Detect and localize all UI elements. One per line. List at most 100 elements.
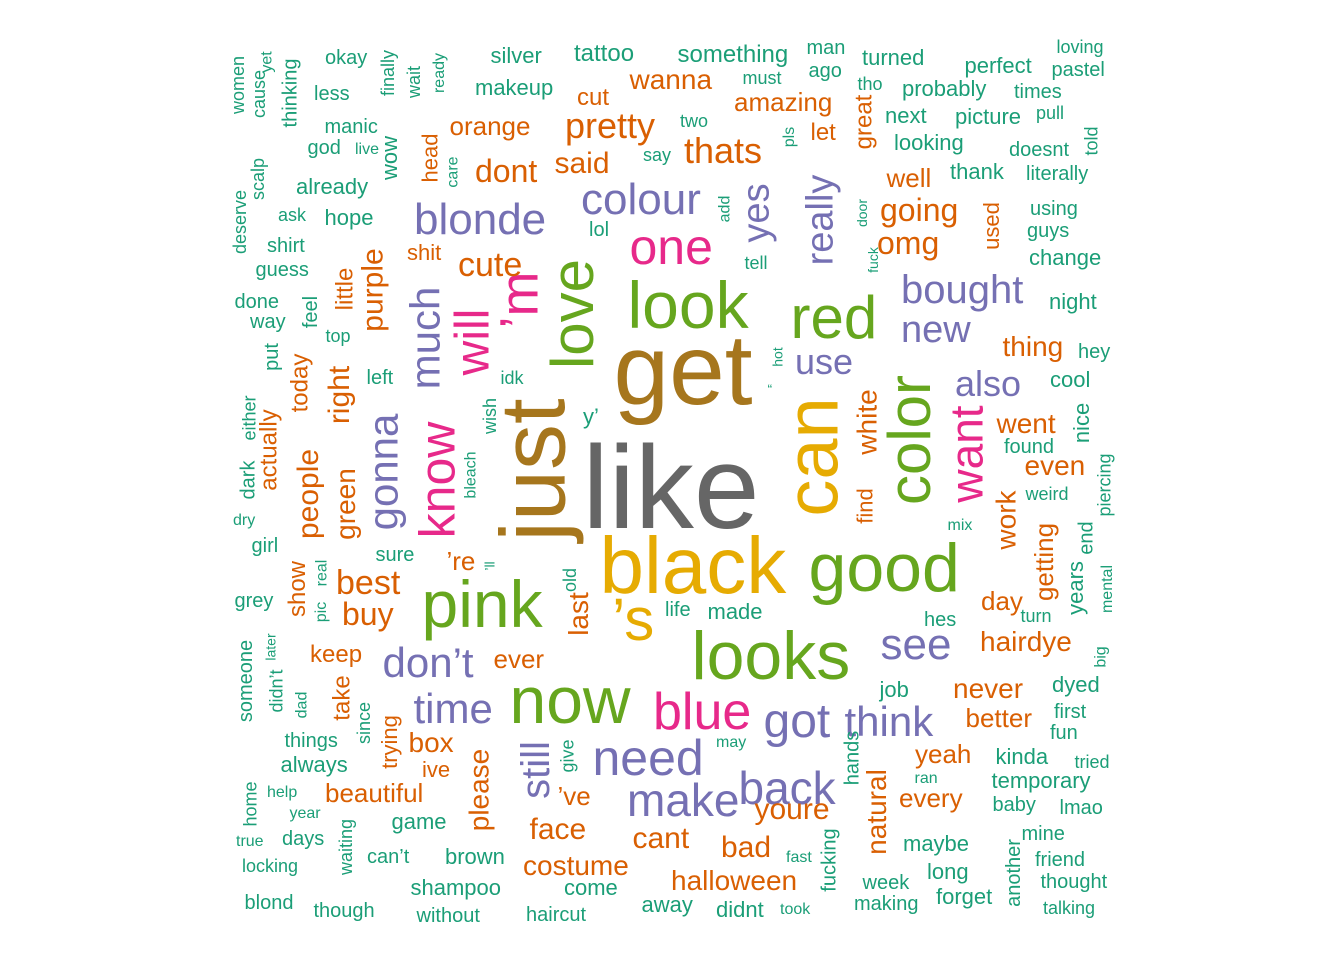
cloud-word: later	[262, 633, 279, 661]
cloud-word: told	[1081, 126, 1102, 156]
cloud-word: don’t	[382, 639, 474, 686]
cloud-word: maybe	[903, 831, 970, 856]
cloud-word: take	[328, 675, 356, 721]
cloud-word: temporary	[991, 768, 1091, 793]
cloud-word: something	[677, 41, 789, 68]
cloud-word: picture	[955, 104, 1022, 129]
cloud-word: put	[260, 343, 283, 371]
cloud-word: someone	[235, 639, 258, 723]
cloud-word: just	[482, 398, 585, 542]
cloud-word: can’t	[367, 846, 410, 868]
cloud-word: job	[879, 677, 909, 702]
cloud-word: every	[899, 783, 963, 813]
cloud-word: hey	[1078, 341, 1111, 363]
cloud-word: make	[627, 774, 740, 826]
cloud-word: tattoo	[574, 40, 635, 67]
cloud-word: pretty	[565, 105, 656, 146]
cloud-word: makeup	[475, 75, 554, 100]
cloud-word: tell	[744, 253, 768, 273]
cloud-word: god	[307, 137, 341, 159]
cloud-word: life	[665, 599, 691, 621]
cloud-word: want	[940, 405, 993, 503]
cloud-word: week	[862, 872, 910, 894]
cloud-word: people	[292, 448, 326, 540]
cloud-word: cant	[632, 822, 690, 855]
cloud-word: night	[1049, 289, 1097, 314]
cloud-word: turn	[1020, 606, 1052, 626]
cloud-word: finally	[378, 49, 399, 97]
cloud-word: ’s	[612, 586, 655, 653]
cloud-word: back	[738, 762, 836, 814]
cloud-word: didn’t	[266, 669, 287, 713]
cloud-word: times	[1014, 81, 1062, 103]
cloud-word: omg	[877, 225, 940, 261]
cloud-word: wanna	[629, 64, 713, 95]
cloud-word: ive	[422, 757, 451, 782]
cloud-word: work	[990, 490, 1022, 550]
cloud-word: bad	[721, 831, 772, 864]
cloud-word: baby	[992, 794, 1036, 816]
cloud-word: now	[509, 663, 631, 737]
cloud-word: yeah	[915, 739, 972, 769]
cloud-word: actually	[255, 409, 283, 491]
cloud-word: good	[808, 530, 960, 606]
cloud-word: see	[880, 620, 952, 669]
cloud-word: next	[885, 103, 927, 128]
cloud-word: lmao	[1059, 797, 1103, 819]
cloud-word: y’	[583, 404, 599, 429]
cloud-word: head	[416, 133, 442, 183]
cloud-word: old	[560, 567, 581, 593]
cloud-word: find	[852, 488, 878, 524]
cloud-word: pink	[421, 567, 543, 641]
cloud-word: new	[901, 309, 971, 351]
cloud-word: true	[236, 833, 264, 850]
cloud-word: fast	[786, 849, 812, 866]
cloud-word: right	[323, 365, 357, 425]
cloud-word: pull	[1036, 103, 1065, 123]
cloud-word: live	[355, 141, 380, 158]
cloud-word: red	[790, 284, 878, 351]
cloud-word: ask	[278, 205, 307, 225]
cloud-word: shit	[407, 240, 442, 265]
cloud-word: green	[329, 468, 361, 540]
cloud-word: made	[707, 599, 763, 624]
cloud-word: game	[391, 809, 447, 834]
cloud-word: fucking	[818, 828, 841, 892]
cloud-word: last	[562, 592, 594, 636]
cloud-word: better	[965, 703, 1033, 733]
cloud-word: shirt	[267, 235, 305, 257]
cloud-word: dont	[475, 153, 538, 189]
cloud-word: black	[599, 521, 787, 610]
cloud-word: “	[767, 381, 773, 397]
cloud-word: days	[282, 828, 325, 850]
cloud-word: white	[851, 389, 883, 455]
cloud-word: cute	[458, 246, 523, 284]
cloud-word: color	[876, 374, 944, 506]
cloud-word: hands	[840, 730, 863, 786]
cloud-word: gonna	[358, 413, 406, 531]
cloud-word: thing	[1002, 331, 1064, 362]
cloud-word: can	[770, 397, 854, 517]
cloud-word: mine	[1021, 823, 1065, 845]
cloud-word: said	[554, 147, 610, 180]
cloud-word: hairdye	[980, 626, 1072, 657]
cloud-word: day	[981, 586, 1023, 616]
cloud-word: piercing	[1094, 453, 1115, 517]
cloud-word: bought	[901, 268, 1024, 312]
cloud-word: bleach	[462, 451, 480, 499]
cloud-word: doesnt	[1009, 139, 1070, 161]
cloud-word: since	[354, 701, 375, 745]
cloud-word: though	[313, 900, 375, 922]
cloud-word: tried	[1074, 752, 1110, 772]
cloud-word: mix	[947, 517, 973, 534]
cloud-word: ’ll	[481, 561, 498, 571]
cloud-word: long	[927, 859, 969, 884]
cloud-word: change	[1029, 245, 1102, 270]
cloud-word: literally	[1026, 163, 1089, 185]
cloud-word: use	[795, 341, 854, 382]
cloud-word: lol	[589, 219, 610, 241]
cloud-word: brown	[445, 844, 505, 869]
cloud-word: real	[312, 559, 330, 587]
cloud-word: buy	[342, 596, 394, 632]
cloud-word: will	[445, 308, 499, 376]
